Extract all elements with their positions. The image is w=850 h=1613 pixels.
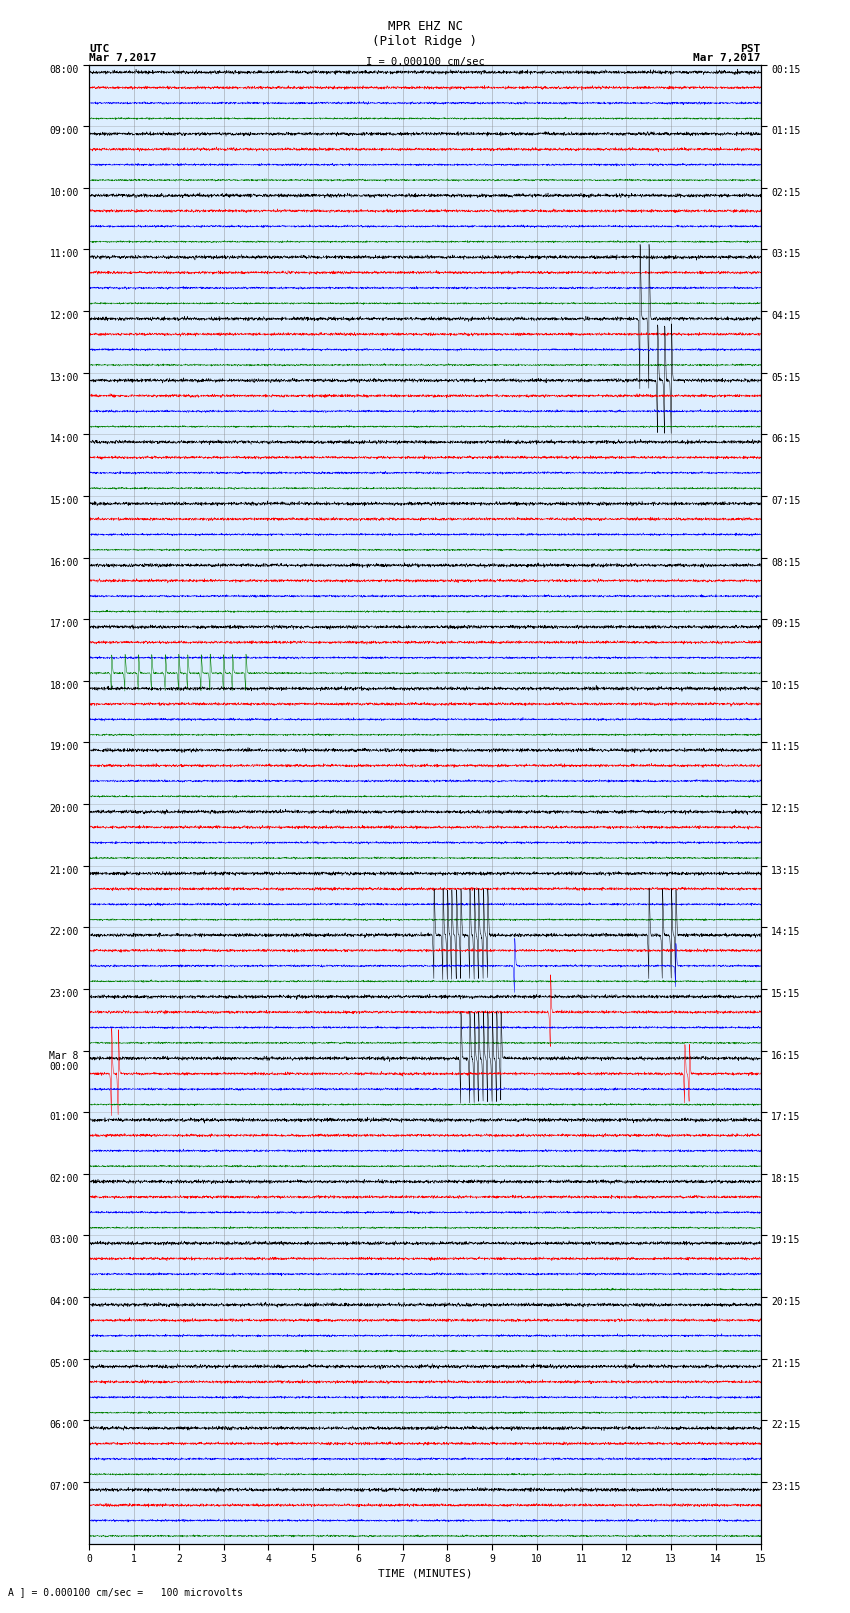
Text: A ] = 0.000100 cm/sec =   100 microvolts: A ] = 0.000100 cm/sec = 100 microvolts	[8, 1587, 243, 1597]
Text: UTC: UTC	[89, 44, 110, 53]
Text: PST: PST	[740, 44, 761, 53]
Text: Mar 7,2017: Mar 7,2017	[694, 53, 761, 63]
Text: Mar 7,2017: Mar 7,2017	[89, 53, 156, 63]
Text: I = 0.000100 cm/sec: I = 0.000100 cm/sec	[366, 58, 484, 68]
X-axis label: TIME (MINUTES): TIME (MINUTES)	[377, 1568, 473, 1578]
Title: MPR EHZ NC
(Pilot Ridge ): MPR EHZ NC (Pilot Ridge )	[372, 19, 478, 48]
